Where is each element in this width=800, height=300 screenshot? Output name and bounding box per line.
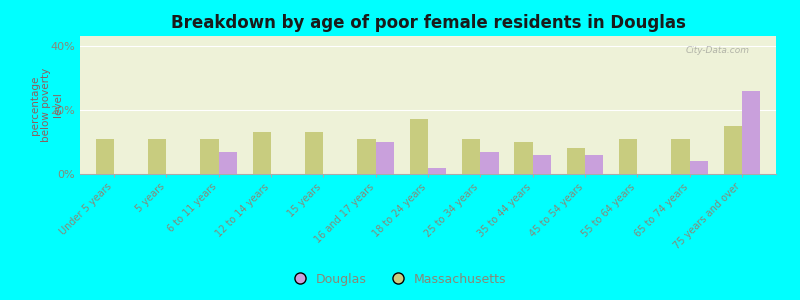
Bar (742, 91, 760, 174)
Bar (671, 139, 690, 174)
Bar (376, 142, 394, 174)
Bar (533, 155, 551, 174)
Bar (566, 148, 585, 174)
Bar (200, 139, 218, 174)
Bar (358, 139, 376, 174)
Bar (585, 155, 603, 174)
Bar (462, 139, 480, 174)
Legend: Douglas, Massachusetts: Douglas, Massachusetts (288, 268, 512, 291)
Bar (253, 132, 271, 174)
Bar (480, 152, 498, 174)
Title: Breakdown by age of poor female residents in Douglas: Breakdown by age of poor female resident… (170, 14, 686, 32)
Bar (428, 168, 446, 174)
Bar (148, 139, 166, 174)
Bar (724, 126, 742, 174)
Bar (619, 139, 638, 174)
Bar (690, 161, 708, 174)
Bar (305, 132, 323, 174)
Bar (514, 142, 533, 174)
Text: City-Data.com: City-Data.com (686, 46, 750, 55)
Y-axis label: percentage
below poverty
level: percentage below poverty level (30, 68, 63, 142)
Bar (218, 152, 237, 174)
Bar (96, 139, 114, 174)
Bar (410, 119, 428, 174)
